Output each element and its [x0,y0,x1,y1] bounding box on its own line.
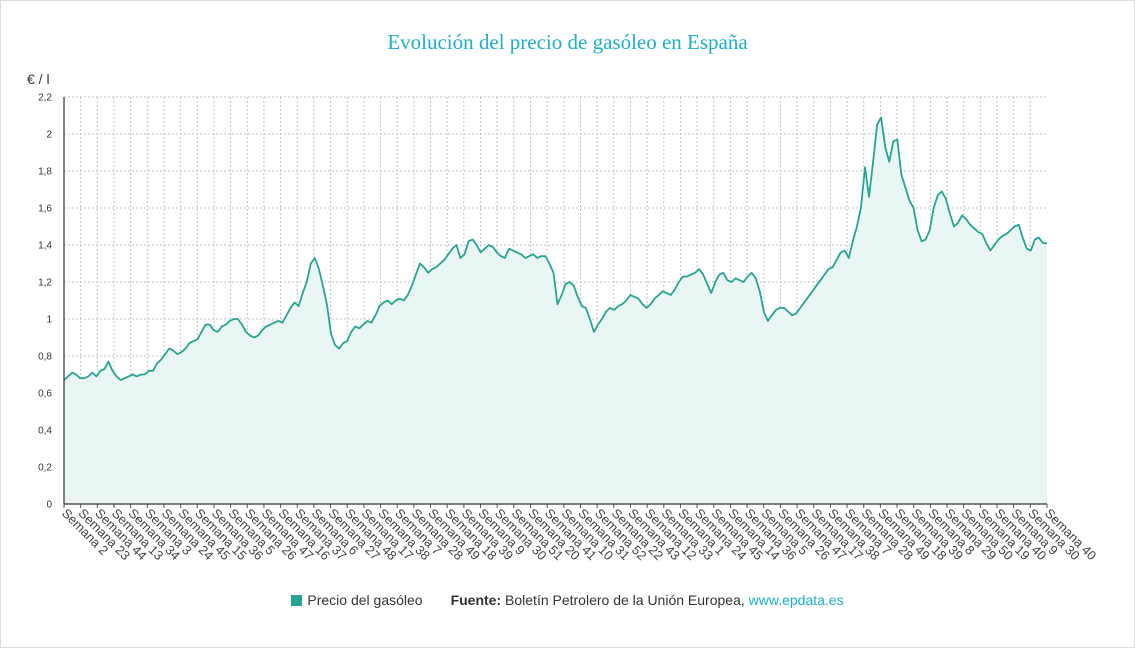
y-tick-label: 1,6 [38,204,52,215]
axes [63,97,1048,508]
y-tick-label: 0,8 [38,352,52,363]
y-tick-label: 0,4 [38,426,52,437]
y-tick-label: 0,2 [38,463,52,474]
y-tick-label: 1 [46,315,52,326]
y-tick-label: 1,4 [38,241,52,252]
y-axis-unit-label: € / l [27,71,50,87]
series-area-layer [63,116,1047,505]
source-label: Fuente: [450,592,502,608]
legend-series-label: Precio del gasóleo [307,592,423,608]
y-tick-label: 2 [46,130,52,141]
chart-title: Evolución del precio de gasóleo en Españ… [387,30,748,54]
y-tick-label: 2,2 [38,93,52,104]
y-tick-label: 1,8 [38,167,52,178]
y-tick-label: 0 [46,500,52,511]
legend-swatch [291,595,303,606]
y-tick-label: 0,6 [38,389,52,400]
series-area-fill [64,117,1047,505]
y-tick-label: 1,2 [38,278,52,289]
series-line [63,116,1047,381]
source-link[interactable]: www.epdata.es [748,592,844,608]
y-axis-ticks: 0 0,2 0,4 0,6 0,8 1 1,2 1,4 1,6 1,8 2 2,2 [38,93,52,511]
source-text: Boletín Petrolero de la Unión Europea, [501,592,749,608]
legend: Precio del gasóleo Fuente: Boletín Petrol… [0,592,1135,608]
